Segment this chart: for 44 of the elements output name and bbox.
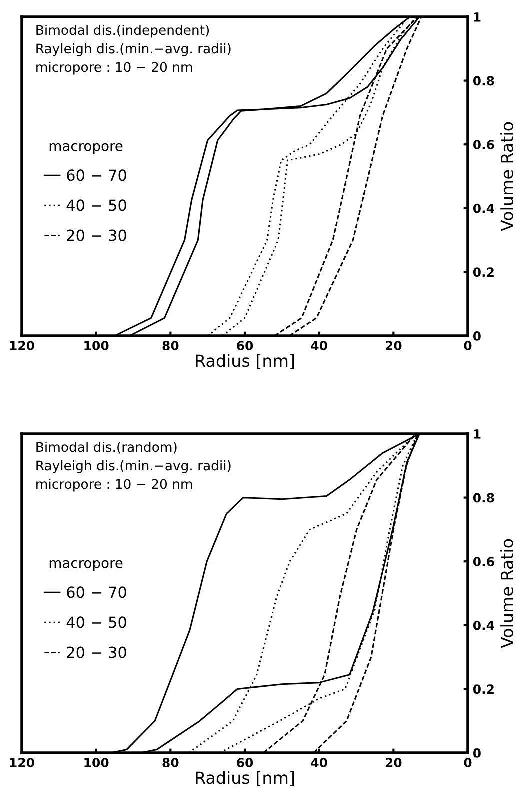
y-tick-label: 0.8 [473, 76, 494, 86]
annotation: micropore : 10 − 20 nm [36, 478, 192, 492]
x-tick-label: 80 [162, 758, 179, 768]
y-tick-label: 0.6 [473, 140, 494, 150]
y-tick-label: 0 [473, 748, 481, 758]
y-tick-label: 0.8 [473, 493, 494, 503]
legend-title: macropore [50, 560, 123, 572]
x-axis-title: Radius [nm] [196, 354, 294, 370]
x-tick-label: 0 [464, 341, 472, 351]
y-axis-title: Volume Ratio [500, 122, 514, 232]
legend-label: 60 − 70 [67, 170, 126, 182]
y-tick-label: 0.2 [473, 684, 494, 694]
x-axis-title: Radius [nm] [196, 771, 294, 786]
y-axis-title: Volume Ratio [500, 539, 514, 648]
legend-label: 60 − 70 [67, 586, 126, 598]
x-tick-label: 0 [464, 758, 472, 768]
annotation: Rayleigh dis.(min.−avg. radii) [36, 43, 231, 56]
y-tick-label: 0.2 [473, 268, 494, 278]
legend-title: macropore [50, 143, 123, 154]
x-tick-label: 120 [10, 758, 34, 768]
x-tick-label: 20 [386, 341, 402, 351]
y-tick-label: 0.6 [473, 557, 494, 567]
x-tick-label: 60 [237, 341, 254, 351]
x-tick-label: 40 [311, 341, 328, 351]
x-tick-label: 100 [84, 341, 109, 351]
legend-label: 40 − 50 [66, 616, 126, 628]
x-tick-label: 100 [84, 758, 109, 768]
annotation: Rayleigh dis.(min.−avg. radii) [36, 460, 231, 474]
x-tick-label: 60 [237, 758, 254, 768]
annotation: Bimodal dis.(random) [36, 442, 177, 454]
legend-label: 20 − 30 [67, 646, 126, 658]
annotation: Bimodal dis.(independent) [36, 24, 210, 38]
y-tick-label: 0 [473, 331, 481, 341]
legend-label: 20 − 30 [67, 230, 126, 242]
y-tick-label: 1 [474, 430, 481, 439]
x-tick-label: 80 [162, 341, 179, 351]
legend-label: 40 − 50 [66, 200, 126, 212]
x-tick-label: 120 [10, 341, 34, 351]
y-tick-label: 0.4 [473, 204, 494, 214]
x-tick-label: 20 [386, 758, 402, 768]
annotation: micropore : 10 − 20 nm [36, 62, 192, 75]
y-tick-label: 0.4 [473, 620, 494, 630]
y-tick-label: 1 [474, 12, 481, 22]
x-tick-label: 40 [311, 758, 328, 768]
